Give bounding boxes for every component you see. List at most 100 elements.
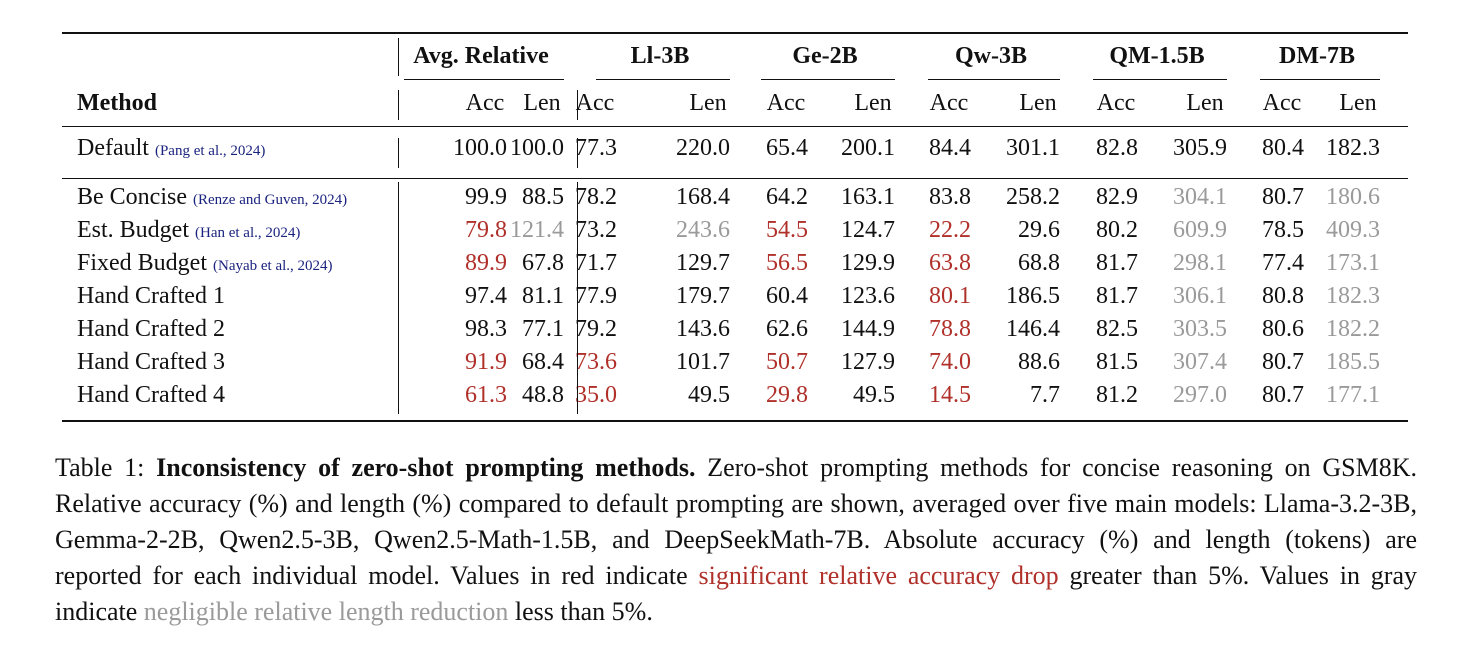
caption-label: Table 1: [55,453,145,482]
table-cell: 65.4 [766,135,808,161]
table-cell: 409.3 [1326,217,1380,243]
table-cell: 127.9 [841,349,895,375]
table-cell: 307.4 [1173,349,1227,375]
table-cell: 81.1 [522,283,564,309]
table-cell: 168.4 [676,184,730,210]
table-cell: 82.9 [1096,184,1138,210]
table-cell: 67.8 [522,250,564,276]
table-cell: 100.0 [453,135,507,161]
column-separator [398,38,400,76]
caption-text-3: less than 5%. [514,597,653,626]
table-cell: 73.6 [575,349,617,375]
column-separator [577,138,579,168]
table-cell: 82.8 [1096,135,1138,161]
table-cell: 129.7 [676,250,730,276]
caption-text-2: greater than 5%. Values in gray indicate [55,561,1417,626]
table-cell: 173.1 [1326,250,1380,276]
method-name: Hand Crafted 2 [77,316,225,343]
table-cell: 186.5 [1006,283,1060,309]
sub-header: Len [1186,90,1224,116]
table-cell: 89.9 [465,250,507,276]
column-separator [398,90,400,120]
table-cell: 74.0 [929,349,971,375]
table-cell: 83.8 [929,184,971,210]
table-cell: 82.5 [1096,316,1138,342]
citation-link[interactable]: (Renze and Guven, 2024) [192,192,348,208]
table-cell: 220.0 [676,135,730,161]
group-underline [1260,79,1380,80]
caption-text-1: Zero-shot prompting methods for concise … [55,453,1418,590]
table-cell: 77.1 [522,316,564,342]
citation-link[interactable]: (Han et al., 2024) [195,225,301,241]
bottom-rule [62,420,1408,422]
table-cell: 14.5 [929,382,971,408]
table-cell: 121.4 [510,217,564,243]
table-cell: 77.4 [1262,250,1304,276]
table-cell: 301.1 [1006,135,1060,161]
method-header: Method [77,90,157,116]
table-cell: 124.7 [841,217,895,243]
method-label: Est. Budget [77,217,189,243]
table-cell: 98.3 [465,316,507,342]
table-cell: 101.7 [676,349,730,375]
method-name: Fixed Budget (Nayab et al., 2024) [77,250,333,277]
sub-header: Len [854,90,892,116]
method-name: Default (Pang et al., 2024) [77,135,265,162]
table-cell: 79.2 [575,316,617,342]
table-cell: 80.7 [1262,382,1304,408]
sub-header: Acc [766,90,806,116]
results-table: Method Avg. Relative Acc Len Ll-3B Acc Len Ge-… [62,20,1408,430]
table-cell: 79.8 [465,217,507,243]
caption-title: Inconsistency of zero-shot prompting met… [156,453,696,482]
group-header: Avg. Relative [413,43,549,69]
table-cell: 80.6 [1262,316,1304,342]
table-cell: 7.7 [1030,382,1060,408]
table-cell: 29.6 [1018,217,1060,243]
sub-header: Len [523,90,561,116]
table-caption: Table 1: Inconsistency of zero-shot prom… [55,450,1417,630]
method-label: Be Concise [77,184,187,210]
table-row: Fixed Budget (Nayab et al., 2024) 89.9 67.… [62,250,1408,282]
table-cell: 81.5 [1096,349,1138,375]
table-cell: 78.8 [929,316,971,342]
table-cell: 54.5 [766,217,808,243]
table-cell: 49.5 [688,382,730,408]
table-cell: 71.7 [575,250,617,276]
caption-gray-phrase: negligible relative length reduction [143,597,509,626]
table-cell: 22.2 [929,217,971,243]
table-cell: 99.9 [465,184,507,210]
table-cell: 97.4 [465,283,507,309]
table-cell: 35.0 [575,382,617,408]
table-cell: 88.6 [1018,349,1060,375]
sub-header: Len [689,90,727,116]
citation-link[interactable]: (Pang et al., 2024) [154,143,266,159]
table-cell: 609.9 [1173,217,1227,243]
method-name: Hand Crafted 3 [77,349,225,376]
method-name: Be Concise (Renze and Guven, 2024) [77,184,347,211]
method-label: Hand Crafted 2 [77,316,225,342]
table-cell: 80.7 [1262,184,1304,210]
table-cell: 60.4 [766,283,808,309]
table-cell: 78.2 [575,184,617,210]
table-cell: 77.3 [575,135,617,161]
table-cell: 144.9 [841,316,895,342]
citation-link[interactable]: (Nayab et al., 2024) [213,258,333,274]
table-cell: 61.3 [465,382,507,408]
table-cell: 297.0 [1173,382,1227,408]
table-cell: 182.2 [1326,316,1380,342]
method-name: Hand Crafted 1 [77,283,225,310]
table-row: Hand Crafted 1 97.4 81.1 77.9 179.7 60.4 123.6… [62,283,1408,315]
table-row: Hand Crafted 4 61.3 48.8 35.0 49.5 29.8 49.5 14… [62,382,1408,414]
column-separator [577,182,579,414]
table-cell: 100.0 [510,135,564,161]
column-separator [398,182,400,414]
group-header: Ge-2B [792,43,858,69]
method-label: Default [77,135,149,161]
table-cell: 200.1 [841,135,895,161]
table-cell: 80.4 [1262,135,1304,161]
column-separator [577,90,579,120]
group-underline [928,79,1060,80]
group-header: QM-1.5B [1109,43,1205,69]
table-cell: 81.2 [1096,382,1138,408]
method-label: Hand Crafted 4 [77,382,225,408]
